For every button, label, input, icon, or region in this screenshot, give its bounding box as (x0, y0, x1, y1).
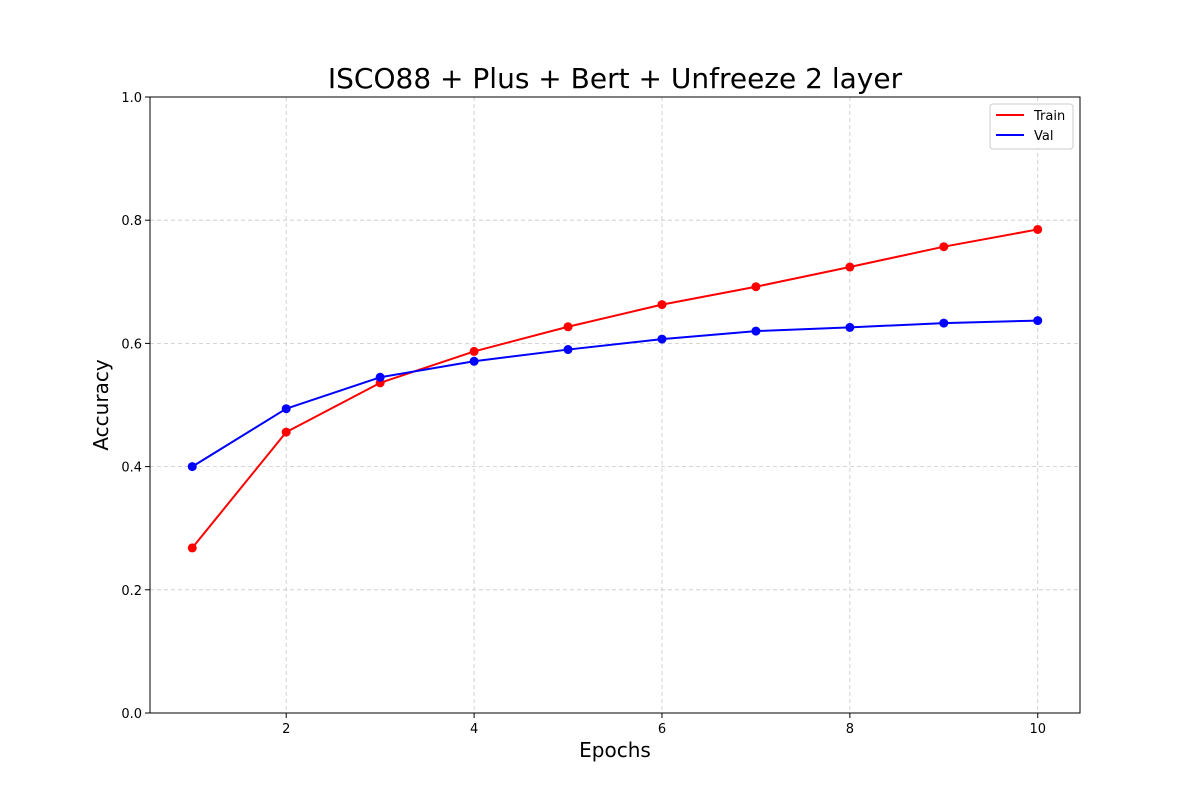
x-tick-label: 6 (658, 722, 666, 737)
val-data-point (939, 318, 949, 328)
x-tick-label: 2 (282, 722, 290, 737)
val-data-point (751, 326, 761, 336)
x-tick-label: 4 (470, 722, 478, 737)
val-data-point (563, 345, 573, 355)
x-tick-label: 8 (846, 722, 854, 737)
train-data-point (563, 322, 573, 332)
train-data-point (845, 262, 855, 272)
val-data-point (281, 404, 291, 414)
legend-val-label: Val (1034, 129, 1053, 144)
y-tick-label: 0.0 (121, 707, 142, 722)
train-data-point (1033, 224, 1043, 234)
train-series-line (191, 228, 1038, 549)
train-data-point (281, 427, 291, 437)
val-data-point (469, 356, 479, 366)
val-data-point (845, 322, 855, 332)
axis-ticks: 2 4 6 8 10 0.0 0.2 0.4 0.6 0.8 1.0 (121, 91, 1046, 737)
train-data-point (939, 242, 949, 252)
val-data-point (375, 372, 385, 382)
y-tick-label: 0.2 (121, 584, 142, 599)
val-data-point (1033, 316, 1043, 326)
val-data-point (657, 334, 667, 344)
val-data-point (187, 462, 197, 472)
y-tick-label: 1.0 (121, 91, 142, 106)
y-tick-label: 0.8 (121, 214, 142, 229)
train-data-point (469, 346, 479, 356)
x-axis-title: Epochs (579, 738, 651, 762)
val-series-line (191, 319, 1038, 468)
y-tick-label: 0.4 (121, 461, 142, 476)
train-data-point (657, 300, 667, 310)
legend-train-label: Train (1033, 109, 1065, 124)
train-data-point (751, 282, 761, 292)
plot-area-frame (149, 96, 1081, 714)
train-data-point (187, 543, 197, 553)
y-axis-title: Accuracy (89, 359, 113, 450)
x-tick-label: 10 (1029, 722, 1046, 737)
series-layer (187, 224, 1043, 553)
y-tick-label: 0.6 (121, 337, 142, 352)
legend: Train Val (989, 103, 1074, 150)
chart-title: ISCO88 + Plus + Bert + Unfreeze 2 layer (328, 62, 903, 95)
